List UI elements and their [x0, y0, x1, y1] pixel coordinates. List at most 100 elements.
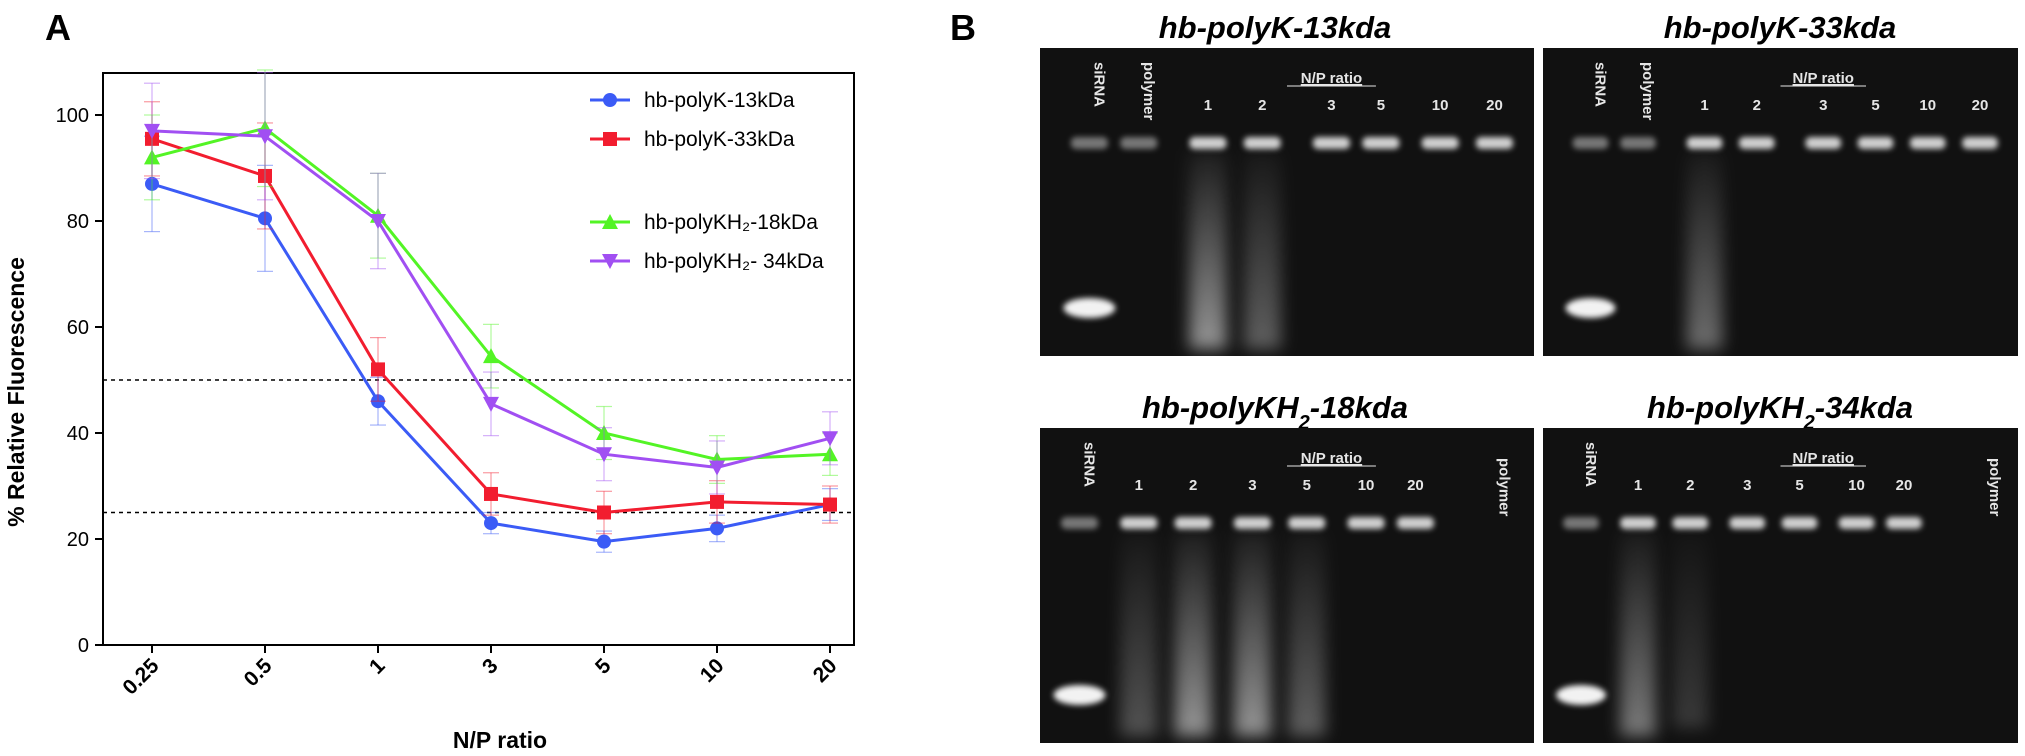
x-tick-label: 5: [591, 654, 616, 679]
x-tick-label: 10: [696, 654, 729, 687]
smear: [1120, 531, 1158, 736]
lane-label: polymer: [1986, 458, 2003, 517]
lane-label: 1: [1204, 97, 1212, 114]
data-point: [371, 362, 385, 377]
data-point: [597, 534, 611, 549]
legend-item: hb-polyKH₂-18kDa: [590, 211, 818, 234]
lane-label: 20: [1407, 477, 1424, 494]
lane-label: 3: [1248, 477, 1256, 494]
well-band: [1475, 137, 1514, 149]
legend-marker: [603, 93, 617, 107]
y-tick-label: 100: [56, 105, 89, 127]
well-band: [1729, 517, 1766, 529]
well-band: [1362, 137, 1400, 149]
lane-label: 10: [1358, 477, 1375, 494]
lane-label: polymer: [1495, 458, 1512, 517]
free-sirna-band: [1053, 685, 1106, 705]
legend-label: hb-polyK-13kDa: [644, 89, 795, 112]
x-tick-label: 3: [478, 654, 503, 679]
gel-panel-2: hb-polyK-33kda N/P ratio siRNA polymer 1 2 3 5 1…: [1543, 10, 2018, 356]
legend-marker: [602, 214, 618, 229]
well-band: [1347, 517, 1385, 529]
well-band: [1738, 137, 1775, 149]
lane-label: 5: [1303, 477, 1311, 494]
well-band: [1120, 517, 1158, 529]
lane-label: 20: [1972, 97, 1989, 114]
np-ratio-label: N/P ratio: [1793, 450, 1854, 467]
smear: [1620, 531, 1656, 736]
lane-label: 3: [1327, 97, 1335, 114]
smear: [1686, 151, 1723, 349]
data-point: [597, 505, 611, 520]
gel-title: hb-polyKH2-18kda: [1142, 390, 1408, 434]
lane-label: 10: [1848, 477, 1865, 494]
gel-panel-1: hb-polyK-13kda N/P ratio siRNA polymer 1 2 3 5 1…: [1040, 10, 1534, 356]
data-point: [258, 168, 272, 183]
well-band: [1672, 517, 1709, 529]
lane-label: 20: [1896, 477, 1913, 494]
gel-panel-3: hb-polyKH2-18kda N/P ratio siRNA 1 2 3 5 10 20 po…: [1040, 390, 1534, 743]
x-tick-label: 0.5: [240, 654, 277, 691]
data-point: [370, 214, 386, 229]
well-band: [1620, 517, 1656, 529]
lane-label: 2: [1686, 477, 1694, 494]
panel-a-letter: A: [45, 7, 71, 48]
lane-label: 10: [1919, 97, 1936, 114]
gel-haze: [1040, 48, 1534, 356]
well-band: [1174, 517, 1212, 529]
gel-title-tail: -34kda: [1815, 390, 1913, 425]
gel-title-main: hb-polyK-13kda: [1159, 10, 1392, 45]
y-tick-label: 20: [67, 529, 89, 551]
gel-title: hb-polyKH2-34kda: [1647, 390, 1913, 434]
gel-title-main: hb-polyKH: [1647, 390, 1804, 425]
well-band: [1233, 517, 1271, 529]
lane-label: 3: [1819, 97, 1827, 114]
smear: [1174, 531, 1212, 736]
smear: [1233, 531, 1271, 736]
well-band: [1396, 517, 1434, 529]
gel-title: hb-polyK-13kda: [1159, 10, 1392, 45]
np-ratio-label: N/P ratio: [1301, 70, 1362, 87]
smear: [1189, 151, 1227, 349]
smear: [1672, 531, 1709, 728]
legend-label: hb-polyKH₂-18kDa: [644, 211, 818, 234]
well-band: [1189, 137, 1227, 149]
data-point: [484, 516, 498, 531]
data-point: [596, 447, 612, 463]
x-tick-label: 1: [365, 654, 390, 679]
lane-label: 5: [1377, 97, 1385, 114]
series-4: [144, 71, 838, 495]
series-2: [144, 101, 838, 535]
x-tick-label: 0.25: [118, 654, 163, 699]
lane-label: polymer: [1639, 62, 1656, 121]
lane-label: 2: [1189, 477, 1197, 494]
lane-label: siRNA: [1582, 442, 1599, 487]
gel-image: [1543, 48, 2018, 356]
lane-label: siRNA: [1090, 62, 1107, 107]
lane-label: 1: [1634, 477, 1642, 494]
free-sirna-band: [1556, 685, 1606, 705]
y-axis-label: % Relative Fluorescence: [3, 257, 29, 527]
well-band: [1243, 137, 1281, 149]
gel-haze: [1543, 48, 2018, 356]
gel-title-main: hb-polyKH: [1142, 390, 1299, 425]
well-band: [1421, 137, 1459, 149]
well-band: [1886, 517, 1922, 529]
legend-item: hb-polyKH₂- 34kDa: [590, 250, 824, 273]
well-band: [1312, 137, 1350, 149]
lane-label: 10: [1432, 97, 1449, 114]
data-point: [596, 425, 612, 440]
data-point: [145, 176, 159, 191]
well-band: [1909, 137, 1946, 149]
gel-title: hb-polyK-33kda: [1664, 10, 1897, 45]
plot-frame: [102, 72, 855, 646]
legend-marker: [602, 254, 618, 269]
gel-images: hb-polyK-13kda N/P ratio siRNA polymer 1 2 3 5 1…: [1040, 10, 2018, 743]
lane-label: 2: [1753, 97, 1761, 114]
panel-b-letter: B: [950, 7, 976, 48]
lane-label: 1: [1700, 97, 1708, 114]
y-tick-label: 60: [67, 317, 89, 339]
legend-label: hb-polyK-33kDa: [644, 128, 795, 151]
gel-haze: [1543, 428, 2018, 743]
